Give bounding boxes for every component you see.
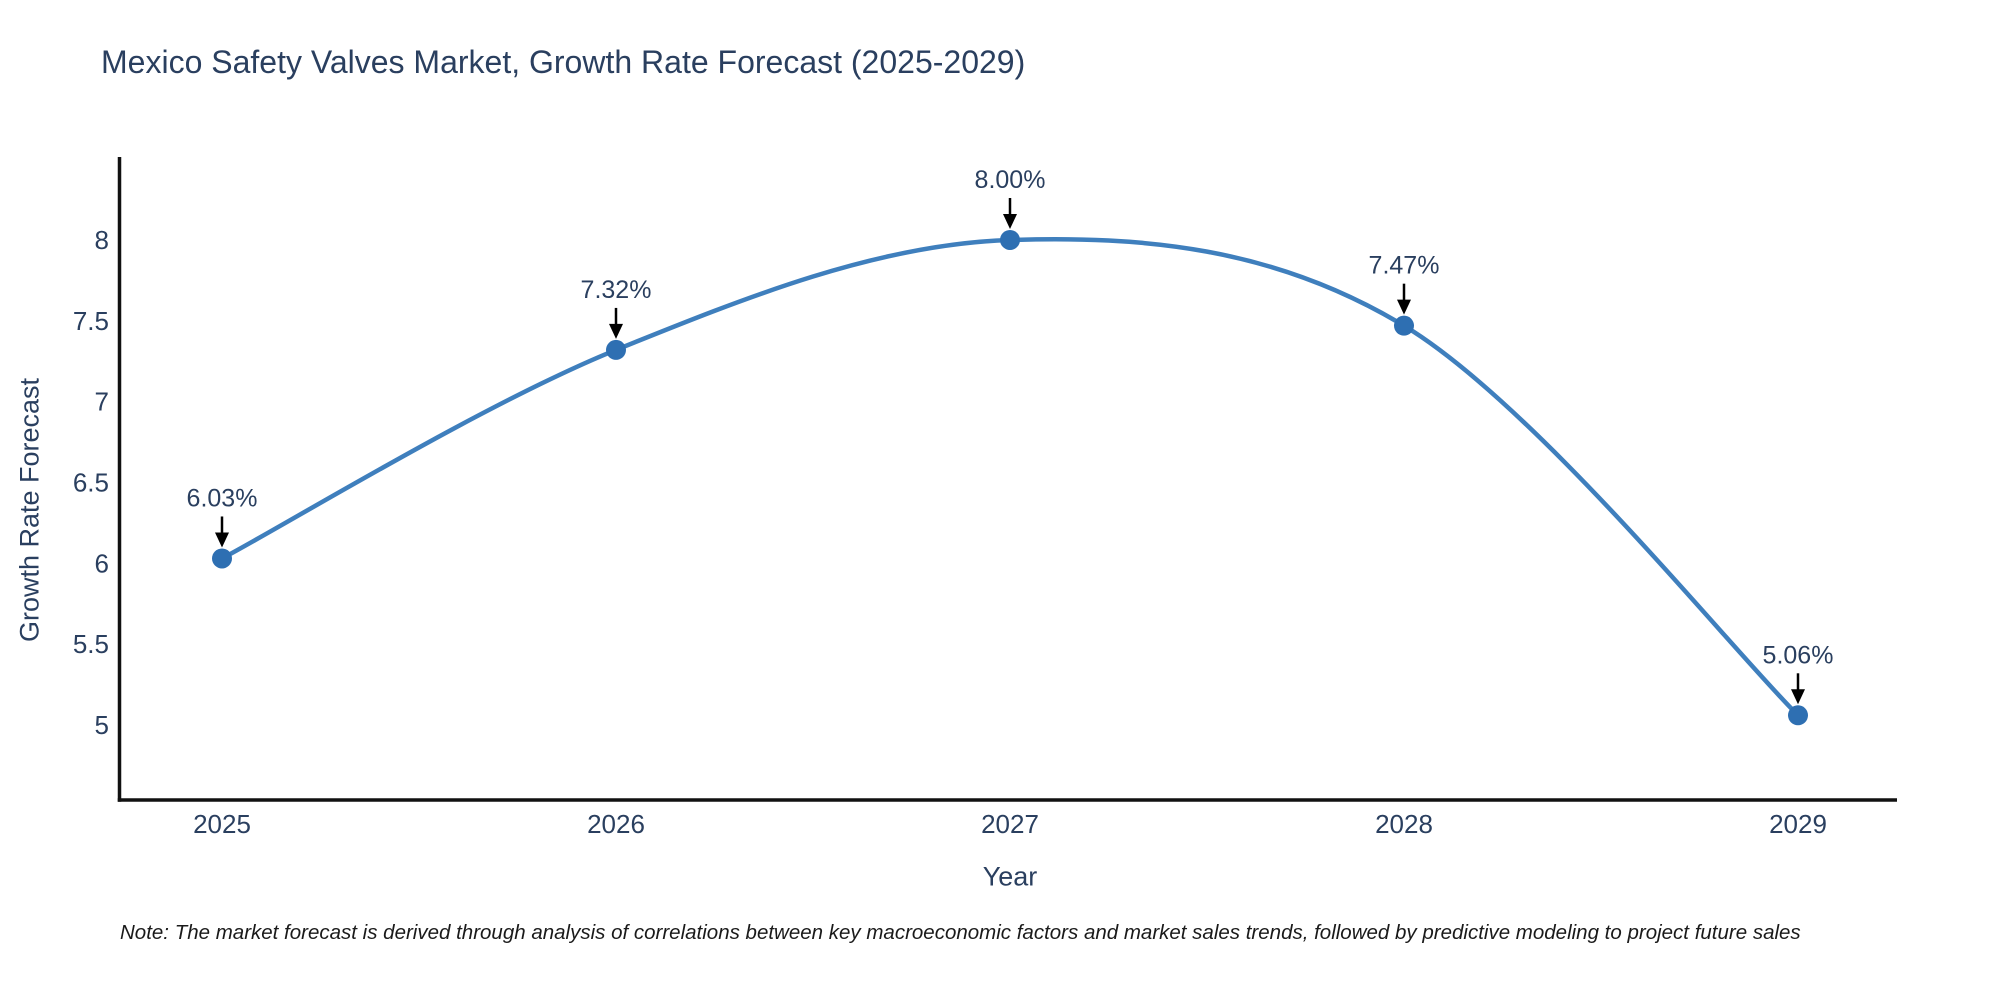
annotation-arrowhead xyxy=(1003,213,1017,229)
annotation-arrowhead xyxy=(609,323,623,339)
y-tick-label: 8 xyxy=(95,225,109,255)
data-point-label: 8.00% xyxy=(975,166,1046,194)
data-point-label: 5.06% xyxy=(1763,641,1834,669)
x-tick-label: 2025 xyxy=(193,809,251,839)
x-tick-label: 2029 xyxy=(1769,809,1827,839)
data-point-label: 6.03% xyxy=(187,484,258,512)
data-point[interactable] xyxy=(606,339,626,360)
y-tick-label: 5.5 xyxy=(73,629,109,659)
data-point-label: 7.32% xyxy=(581,276,652,304)
data-point[interactable] xyxy=(1788,705,1808,726)
data-point[interactable] xyxy=(1394,315,1414,336)
y-tick-label: 7 xyxy=(95,387,109,417)
annotation-arrowhead xyxy=(215,532,229,548)
y-tick-label: 5 xyxy=(95,710,109,740)
y-tick-label: 7.5 xyxy=(73,306,109,336)
y-tick-label: 6 xyxy=(95,548,109,578)
annotation-arrowhead xyxy=(1791,689,1805,705)
data-point-label: 7.47% xyxy=(1369,252,1440,280)
data-point[interactable] xyxy=(1000,229,1020,250)
chart-title: Mexico Safety Valves Market, Growth Rate… xyxy=(101,44,1026,80)
x-tick-label: 2027 xyxy=(981,809,1039,839)
data-point[interactable] xyxy=(212,548,232,569)
forecast-line xyxy=(220,237,1800,717)
annotation-arrowhead xyxy=(1397,299,1411,315)
x-tick-label: 2028 xyxy=(1375,809,1433,839)
x-tick-label: 2026 xyxy=(587,809,645,839)
footnote: Note: The market forecast is derived thr… xyxy=(120,921,1801,944)
x-axis-title: Year xyxy=(982,861,1038,892)
y-tick-label: 6.5 xyxy=(73,467,109,497)
y-axis-title: Growth Rate Forecast xyxy=(14,377,45,643)
